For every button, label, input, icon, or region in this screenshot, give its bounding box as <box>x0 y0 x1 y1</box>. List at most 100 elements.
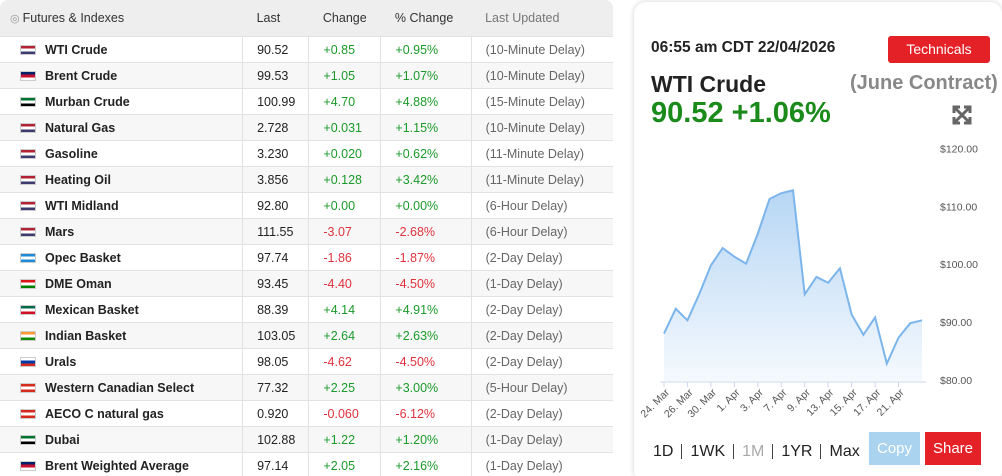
table-cell: Western Canadian Select <box>0 374 243 401</box>
table-cell: -6.12% <box>380 400 472 427</box>
flag <box>20 460 36 471</box>
table-cell: (2-Day Delay) <box>470 296 613 323</box>
cell-text: WTI Crude <box>45 42 108 57</box>
cell-text: -4.50% <box>395 276 436 291</box>
table-cell: 97.14 <box>242 452 309 476</box>
table-cell: Opec Basket <box>0 244 243 271</box>
x-tick-label: 1. Apr <box>715 386 743 414</box>
table-row: Murban Crude 100.99 +4.70 +4.88% (15-Minute … <box>0 88 613 115</box>
cell-text: +0.00 <box>323 198 356 213</box>
table-cell: Natural Gas <box>0 114 243 141</box>
table-cell: DME Oman <box>0 270 243 297</box>
table-cell: +2.64 <box>308 322 381 349</box>
cell-text: 103.05 <box>257 328 296 343</box>
cell-text: Gasoline <box>45 146 98 161</box>
table-cell: 99.53 <box>242 62 309 89</box>
table-cell: +3.42% <box>380 166 472 193</box>
range-option[interactable]: 1D <box>653 443 674 460</box>
area <box>664 190 922 381</box>
table-cell: -4.50% <box>380 270 472 297</box>
cell-text: +0.020 <box>323 146 362 161</box>
table-row: Opec Basket 97.74 -1.86 -1.87% (2-Day Delay) <box>0 244 613 271</box>
cell-text: -1.87% <box>395 250 436 265</box>
cell-text: Murban Crude <box>45 94 130 109</box>
table-cell: +0.00% <box>380 192 472 219</box>
table-cell: (6-Hour Delay) <box>470 192 613 219</box>
table-cell: (5-Hour Delay) <box>470 374 613 401</box>
cell-text: WTI Midland <box>45 198 119 213</box>
cell-text: 93.45 <box>257 276 289 291</box>
cell-text: 111.55 <box>257 224 294 239</box>
table-cell: +0.00 <box>308 192 381 219</box>
cell-text: Dubai <box>45 432 80 447</box>
table-cell: 98.05 <box>242 348 309 375</box>
table-row: WTI Midland 92.80 +0.00 +0.00% (6-Hour Delay… <box>0 192 613 219</box>
cell-text: +0.62% <box>395 146 439 161</box>
table-cell: (1-Day Delay) <box>470 452 613 476</box>
table-cell: +4.91% <box>380 296 472 323</box>
table-cell: -0.060 <box>308 400 381 427</box>
table-cell: 3.230 <box>242 140 309 167</box>
share-button[interactable]: Share <box>925 432 981 465</box>
cell-text: +4.70 <box>323 94 356 109</box>
table-cell: 103.05 <box>242 322 309 349</box>
cell-text: (2-Day Delay) <box>485 302 563 317</box>
y-tick-label: $110.00 <box>940 201 977 213</box>
flag <box>20 278 36 289</box>
flag <box>20 200 36 211</box>
cell-text: (2-Day Delay) <box>485 328 563 343</box>
table-cell: (11-Minute Delay) <box>470 166 613 193</box>
table-row: Gasoline 3.230 +0.020 +0.62% (11-Minute Dela… <box>0 140 613 167</box>
cell-text: -4.62 <box>323 354 352 369</box>
cell-text: Urals <box>45 354 77 369</box>
futures-table: ◎ Futures & Indexes Last Change% Change Las… <box>0 0 613 476</box>
table-cell: AECO C natural gas <box>0 400 243 427</box>
globe-icon: ◎ <box>10 13 23 25</box>
table-cell: Murban Crude <box>0 88 243 115</box>
table-row: Mars 111.55 -3.07 -2.68% (6-Hour Delay) <box>0 218 613 245</box>
table-body: WTI Crude 90.52 +0.85 +0.95% (10-Minute Dela… <box>0 36 613 476</box>
range-option[interactable]: Max <box>820 444 867 460</box>
flag <box>20 70 36 81</box>
table-cell: +1.20% <box>380 426 472 453</box>
range-option[interactable]: 1M <box>733 444 772 460</box>
cell-text: Heating Oil <box>45 172 111 187</box>
table-cell: 77.32 <box>242 374 309 401</box>
table-cell: (10-Minute Delay) <box>470 62 613 89</box>
expand-icon[interactable] <box>952 105 972 125</box>
flag <box>20 96 36 107</box>
cell-text: -6.12% <box>395 406 436 421</box>
flag <box>20 226 36 237</box>
y-tick-label: $100.00 <box>940 259 978 271</box>
cell-text: (1-Day Delay) <box>485 276 563 291</box>
table-cell: (6-Hour Delay) <box>470 218 613 245</box>
cell-text: Brent Crude <box>45 68 118 83</box>
table-row: Brent Weighted Average 97.14 +2.05 +2.16% (1… <box>0 452 613 476</box>
table-row: Indian Basket 103.05 +2.64 +2.63% (2-Day Del… <box>0 322 613 349</box>
flag <box>20 434 36 445</box>
flag <box>20 148 36 159</box>
table-cell: +2.63% <box>380 322 472 349</box>
copy-button[interactable]: Copy <box>869 432 920 465</box>
table-cell: +0.020 <box>308 140 381 167</box>
flag <box>20 304 36 315</box>
price: 90.52 <box>651 97 724 129</box>
cell-text: 3.230 <box>257 146 289 161</box>
table-row: AECO C natural gas 0.920 -0.060 -6.12% (2-Da… <box>0 400 613 427</box>
cell-text: +3.00% <box>395 380 439 395</box>
range-option[interactable]: 1WK <box>681 444 733 460</box>
range-option[interactable]: 1YR <box>772 444 820 460</box>
flag <box>20 174 36 185</box>
table-row: Western Canadian Select 77.32 +2.25 +3.00% (… <box>0 374 613 401</box>
cell-text: Mexican Basket <box>45 302 139 317</box>
cell-text: +1.05 <box>323 68 356 83</box>
table-cell: 102.88 <box>242 426 309 453</box>
technicals-button[interactable]: Technicals <box>888 36 990 63</box>
instrument-name: WTI Crude <box>651 71 766 97</box>
cell-text: 99.53 <box>257 68 289 83</box>
cell-text: +4.91% <box>395 302 439 317</box>
cell-text: 98.05 <box>257 354 289 369</box>
table-cell: Urals <box>0 348 243 375</box>
cell-text: +0.85 <box>323 42 356 57</box>
